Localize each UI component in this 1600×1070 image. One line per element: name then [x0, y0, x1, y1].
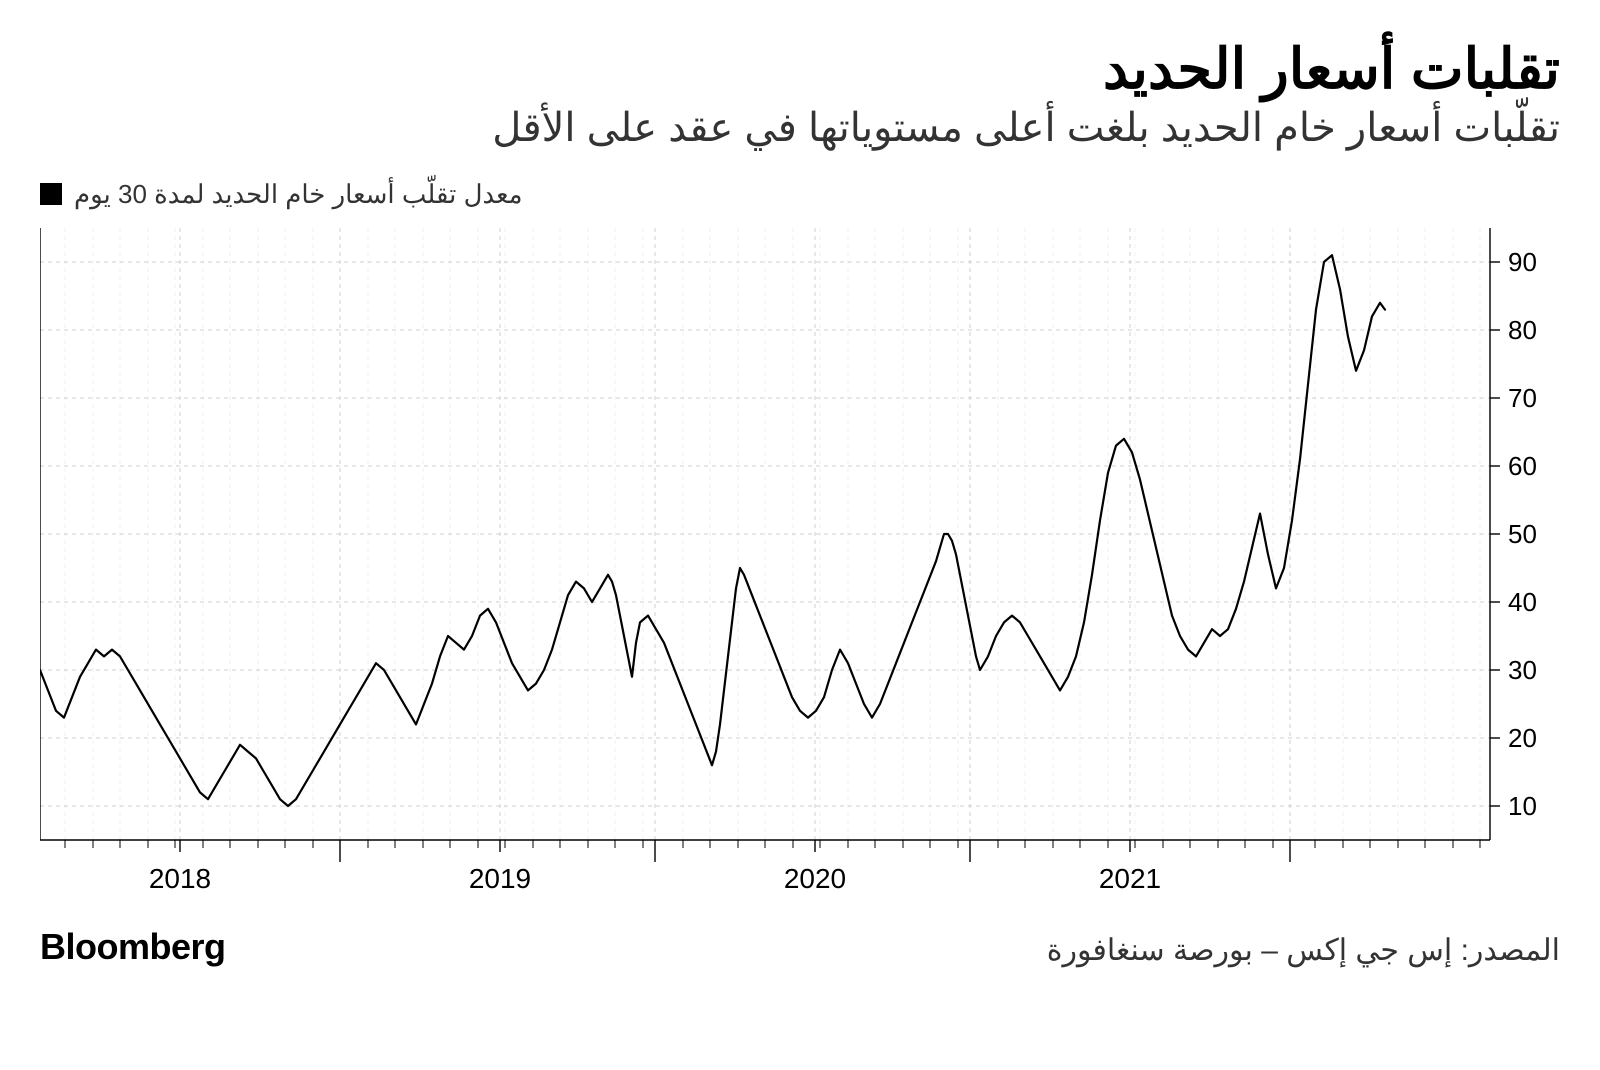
- svg-text:10: 10: [1508, 791, 1537, 821]
- svg-text:60: 60: [1508, 451, 1537, 481]
- line-chart: 10 20 30 40 50 60 70 80 90 2018 2019 2020 2021: [40, 220, 1560, 900]
- legend-swatch: [40, 183, 62, 205]
- svg-text:20: 20: [1508, 723, 1537, 753]
- brand-logo: Bloomberg: [40, 926, 226, 968]
- legend: معدل تقلّب أسعار خام الحديد لمدة 30 يوم: [40, 179, 1560, 210]
- svg-text:2020: 2020: [784, 863, 846, 894]
- chart-title: تقلبات أسعار الحديد: [40, 40, 1560, 99]
- chart-subtitle: تقلّبات أسعار خام الحديد بلغت أعلى مستوي…: [40, 105, 1560, 151]
- svg-text:2019: 2019: [469, 863, 531, 894]
- svg-text:80: 80: [1508, 315, 1537, 345]
- source-text: المصدر: إس جي إكس – بورصة سنغافورة: [1047, 933, 1560, 968]
- legend-label: معدل تقلّب أسعار خام الحديد لمدة 30 يوم: [74, 179, 523, 210]
- svg-text:50: 50: [1508, 519, 1537, 549]
- chart-area: 10 20 30 40 50 60 70 80 90 2018 2019 2020 2021: [40, 220, 1560, 900]
- svg-text:90: 90: [1508, 247, 1537, 277]
- footer: Bloomberg المصدر: إس جي إكس – بورصة سنغا…: [40, 926, 1560, 968]
- svg-text:40: 40: [1508, 587, 1537, 617]
- svg-text:2018: 2018: [149, 863, 211, 894]
- svg-text:30: 30: [1508, 655, 1537, 685]
- chart-container: تقلبات أسعار الحديد تقلّبات أسعار خام ال…: [0, 0, 1600, 1070]
- svg-text:70: 70: [1508, 383, 1537, 413]
- svg-text:2021: 2021: [1099, 863, 1161, 894]
